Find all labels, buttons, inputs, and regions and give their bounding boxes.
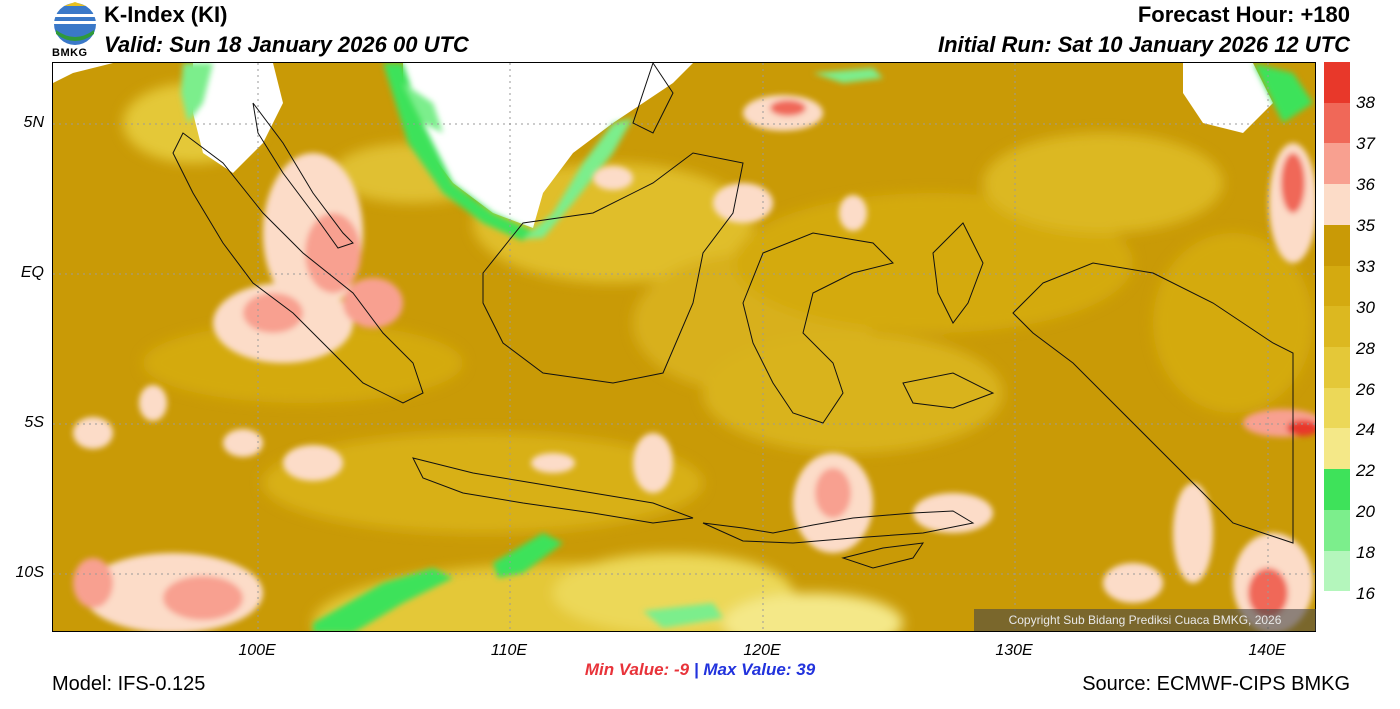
bmkg-logo: [50, 0, 100, 62]
max-value-label: Max Value:: [703, 660, 792, 679]
model-info: Model: IFS-0.125: [52, 673, 206, 695]
value-separator: |: [693, 660, 699, 679]
colorbar-segment: [1324, 387, 1350, 429]
colorbar-segment: [1324, 224, 1350, 266]
lat-label-eq: EQ: [20, 264, 44, 281]
colorbar-segment: [1324, 428, 1350, 470]
colorbar-label: 20: [1356, 502, 1375, 521]
lat-label-5n: 5N: [23, 114, 44, 131]
colorbar-segment: [1324, 306, 1350, 348]
lon-label-130e: 130E: [995, 642, 1033, 659]
colorbar-label: 24: [1356, 420, 1375, 439]
copyright-notice: Copyright Sub Bidang Prediksi Cuaca BMKG…: [974, 609, 1316, 631]
colorbar-label: 28: [1356, 339, 1375, 358]
green-contours: [181, 63, 1313, 631]
colorbar-segment: [1324, 469, 1350, 511]
bmkg-logo-icon: [54, 2, 96, 45]
min-value: -9: [673, 660, 690, 679]
colorbar: [1324, 62, 1350, 633]
page-title: K-Index (KI): [104, 2, 228, 27]
source-info: Source: ECMWF-CIPS BMKG: [1082, 673, 1350, 695]
value-range: Min Value: -9 | Max Value: 39: [0, 660, 1400, 680]
colorbar-label: 30: [1356, 298, 1375, 317]
colorbar-label: 18: [1356, 543, 1375, 562]
coastlines: [172, 63, 1294, 569]
logo-text: BMKG: [52, 47, 88, 59]
lat-label-10s: 10S: [15, 564, 44, 581]
colorbar-label: 36: [1356, 175, 1375, 194]
colorbar-segment: [1324, 62, 1350, 103]
colorbar-segment: [1324, 143, 1350, 185]
colorbar-label: 26: [1356, 380, 1375, 399]
map-canvas: [53, 63, 1315, 631]
colorbar-label: 22: [1356, 461, 1375, 480]
min-value-label: Min Value:: [584, 660, 670, 679]
valid-time: Valid: Sun 18 January 2026 00 UTC: [104, 32, 469, 57]
colorbar-label: 16: [1356, 584, 1375, 603]
lon-label-110e: 110E: [490, 642, 528, 659]
colorbar-label: 38: [1356, 93, 1375, 112]
colorbar-segment: [1324, 550, 1350, 592]
lon-label-140e: 140E: [1248, 642, 1286, 659]
forecast-hour: Forecast Hour: +180: [1137, 2, 1350, 27]
low-value-areas: [53, 63, 1273, 228]
initial-run: Initial Run: Sat 10 January 2026 12 UTC: [937, 32, 1350, 57]
graticule: [53, 63, 1315, 631]
colorbar-label: 37: [1356, 134, 1375, 153]
lon-label-100e: 100E: [238, 642, 276, 659]
colorbar-segment: [1324, 347, 1350, 388]
lon-label-120e: 120E: [743, 642, 781, 659]
colorbar-segment: [1324, 102, 1350, 144]
colorbar-segment: [1324, 509, 1350, 551]
colorbar-label: 33: [1356, 257, 1375, 276]
colorbar-segment: [1324, 184, 1350, 226]
lat-label-5s: 5S: [24, 414, 44, 431]
high-value-patches: [73, 95, 1315, 631]
colorbar-label: 35: [1356, 216, 1375, 235]
colorbar-segment: [1324, 265, 1350, 307]
k-index-map[interactable]: [52, 62, 1316, 632]
colorbar-segment: [1324, 591, 1350, 633]
max-value: 39: [796, 660, 816, 679]
